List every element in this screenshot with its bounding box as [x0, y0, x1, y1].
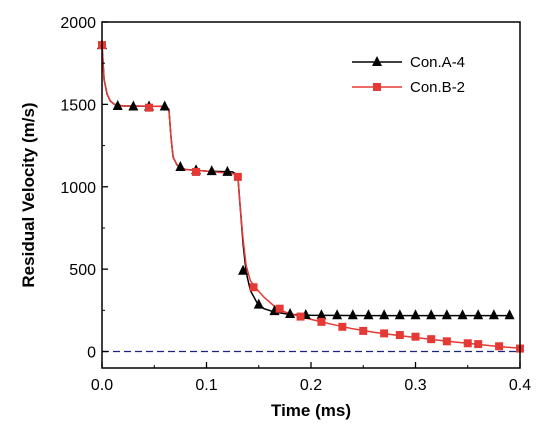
data-point-con-a-4	[457, 309, 468, 320]
data-point-con-a-4	[504, 309, 515, 320]
data-point-con-b-2	[411, 332, 420, 341]
data-point-con-a-4	[379, 309, 390, 320]
legend: Con.A-4 Con.B-2	[350, 46, 515, 104]
data-point-con-a-4	[347, 309, 358, 320]
data-point-con-b-2	[474, 340, 483, 349]
data-point-con-a-4	[410, 309, 421, 320]
data-point-con-a-4	[473, 309, 484, 320]
y-tick-label: 2000	[60, 15, 96, 32]
x-tick-label: 0.4	[509, 377, 531, 394]
data-point-con-a-4	[488, 309, 499, 320]
data-point-con-b-2	[296, 312, 305, 321]
plot-marks	[97, 39, 524, 353]
data-point-con-a-4	[206, 165, 217, 176]
data-point-con-b-2	[395, 331, 404, 340]
y-axis-title: Residual Velocity (m/s)	[19, 102, 38, 287]
data-point-con-b-2	[145, 103, 154, 112]
y-tick-label: 1000	[60, 180, 96, 197]
data-point-con-a-4	[222, 165, 233, 176]
data-point-con-a-4	[316, 309, 327, 320]
legend-marker-shape	[373, 83, 381, 91]
legend-marker-triangle	[372, 56, 382, 66]
x-axis-title: Time (ms)	[271, 401, 351, 420]
y-tick-label: 500	[69, 262, 96, 279]
y-tick-label: 1500	[60, 97, 96, 114]
data-point-con-b-2	[233, 172, 242, 181]
data-point-con-b-2	[463, 339, 472, 348]
data-point-con-a-4	[128, 100, 139, 111]
data-point-con-a-4	[253, 298, 264, 309]
x-tick-label: 0.1	[195, 377, 217, 394]
legend-box	[350, 46, 515, 104]
data-point-con-a-4	[112, 100, 123, 111]
legend-label-con-a-4: Con.A-4	[410, 54, 465, 71]
data-point-con-a-4	[426, 309, 437, 320]
data-point-con-b-2	[427, 335, 436, 344]
x-tick-label: 0.0	[91, 377, 113, 394]
legend-marker-square	[373, 83, 381, 91]
legend-marker-shape	[372, 56, 382, 66]
legend-label-con-b-2: Con.B-2	[410, 79, 465, 96]
data-point-con-b-2	[380, 329, 389, 338]
data-point-con-b-2	[442, 337, 451, 346]
data-point-con-a-4	[285, 307, 296, 318]
data-point-con-a-4	[332, 309, 343, 320]
data-point-con-a-4	[175, 160, 186, 171]
data-point-con-b-2	[317, 317, 326, 326]
axis-ticks: 0.0 0.1 0.2 0.3 0.4 0 500 1000 1500 2000	[60, 15, 531, 394]
data-point-con-b-2	[359, 326, 368, 335]
data-point-con-a-4	[394, 309, 405, 320]
x-tick-label: 0.2	[300, 377, 322, 394]
data-point-con-a-4	[363, 309, 374, 320]
data-point-con-b-2	[249, 283, 258, 292]
data-point-con-b-2	[338, 322, 347, 331]
data-point-con-a-4	[238, 264, 249, 275]
data-point-con-b-2	[275, 304, 284, 313]
data-point-con-b-2	[192, 167, 201, 176]
data-point-con-b-2	[495, 342, 504, 351]
y-tick-label: 0	[87, 345, 96, 362]
x-tick-label: 0.3	[404, 377, 426, 394]
data-point-con-a-4	[159, 100, 170, 111]
data-point-con-a-4	[441, 309, 452, 320]
